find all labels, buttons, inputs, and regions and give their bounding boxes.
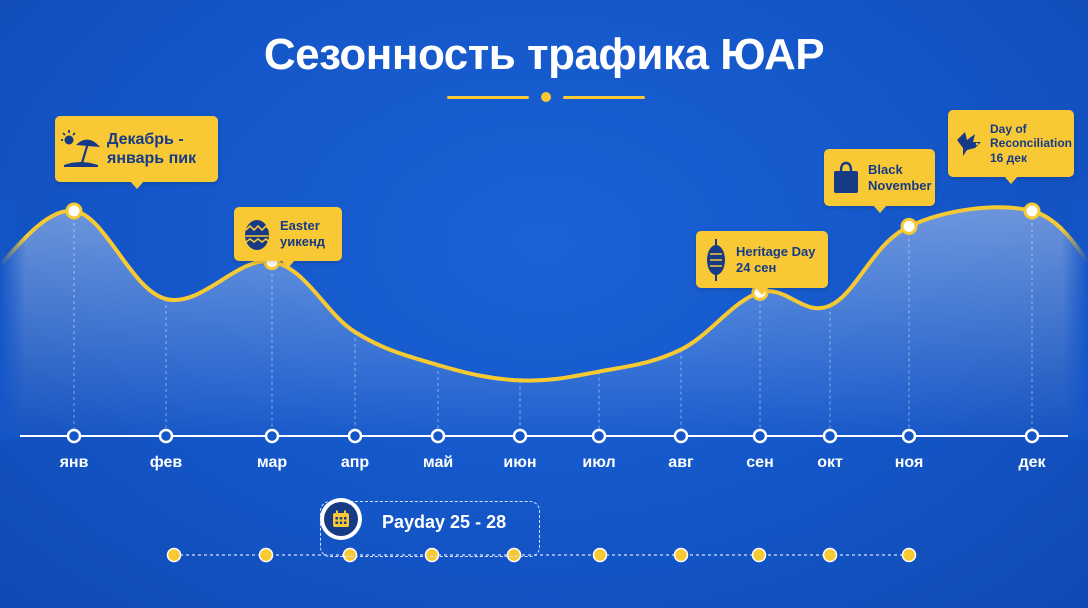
- callout-line: November: [868, 177, 932, 193]
- callout-easter: Easter уикенд: [234, 207, 342, 268]
- callout-black-november: Black November: [824, 149, 935, 213]
- month-label: май: [422, 454, 454, 471]
- callout-line: Reconciliation: [990, 136, 1073, 151]
- payday-dot: [822, 547, 838, 563]
- payday-dot: [592, 547, 608, 563]
- axis-tick-marker: [66, 428, 82, 444]
- axis-tick-marker: [673, 428, 689, 444]
- payday-dot: [342, 547, 358, 563]
- callout-line: уикенд: [280, 234, 326, 249]
- month-label: ноя: [894, 454, 924, 471]
- month-label: мар: [256, 454, 288, 471]
- callout-line: Black: [868, 161, 903, 177]
- payday-dot: [424, 547, 440, 563]
- callout-line: Day of: [990, 121, 1027, 136]
- peak-point: [1023, 202, 1041, 220]
- axis-tick-marker: [430, 428, 446, 444]
- axis-tick-marker: [901, 428, 917, 444]
- month-label: дек: [1018, 454, 1046, 471]
- axis-tick-marker: [591, 428, 607, 444]
- month-label: авг: [668, 454, 694, 471]
- axis-tick-marker: [822, 428, 838, 444]
- payday-dot: [673, 547, 689, 563]
- month-label: сен: [746, 454, 774, 471]
- series-area: [0, 207, 1088, 436]
- payday-dot: [751, 547, 767, 563]
- peak-point: [65, 202, 83, 220]
- month-label: апр: [340, 454, 370, 471]
- peak-point: [900, 217, 918, 235]
- month-label: июл: [582, 454, 616, 471]
- axis-tick-marker: [264, 428, 280, 444]
- month-label: янв: [59, 454, 89, 471]
- title-dot: [541, 92, 551, 102]
- callout-heritage-day: Heritage Day 24 сен: [696, 231, 828, 295]
- dove-icon: [948, 128, 990, 160]
- beach-umbrella-icon: [55, 129, 107, 169]
- title-rule-left: [447, 96, 529, 99]
- payday-dot: [506, 547, 522, 563]
- callout-line: Декабрь -: [107, 130, 184, 148]
- callout-line: январь пик: [107, 150, 197, 167]
- page-title: Сезонность трафика ЮАР: [263, 30, 825, 79]
- payday-box: [320, 501, 540, 557]
- calendar-icon: [320, 498, 362, 540]
- callout-dec-jan-peak: Декабрь - январь пик: [55, 116, 218, 189]
- payday-dot: [901, 547, 917, 563]
- shield-spear-icon: [696, 238, 736, 282]
- callout-line: Easter: [280, 218, 320, 234]
- axis-tick-marker: [1024, 428, 1040, 444]
- callout-day-of-reconciliation: Day of Reconciliation 16 дек: [948, 110, 1074, 184]
- shopping-bag-icon: [824, 161, 868, 195]
- month-label: фев: [149, 454, 183, 471]
- easter-egg-icon: [234, 216, 280, 252]
- month-label: июн: [503, 454, 537, 471]
- axis-tick-marker: [158, 428, 174, 444]
- axis-tick-marker: [512, 428, 528, 444]
- payday-dot: [258, 547, 274, 563]
- callout-line: Heritage Day: [736, 243, 816, 259]
- payday-dot: [166, 547, 182, 563]
- callout-line: 16 дек: [990, 150, 1027, 165]
- payday-label: Payday 25 - 28: [382, 512, 507, 532]
- callout-line: 24 сен: [736, 259, 777, 275]
- title-rule-right: [563, 96, 645, 99]
- axis-tick-marker: [752, 428, 768, 444]
- month-label: окт: [817, 454, 843, 471]
- axis-tick-marker: [347, 428, 363, 444]
